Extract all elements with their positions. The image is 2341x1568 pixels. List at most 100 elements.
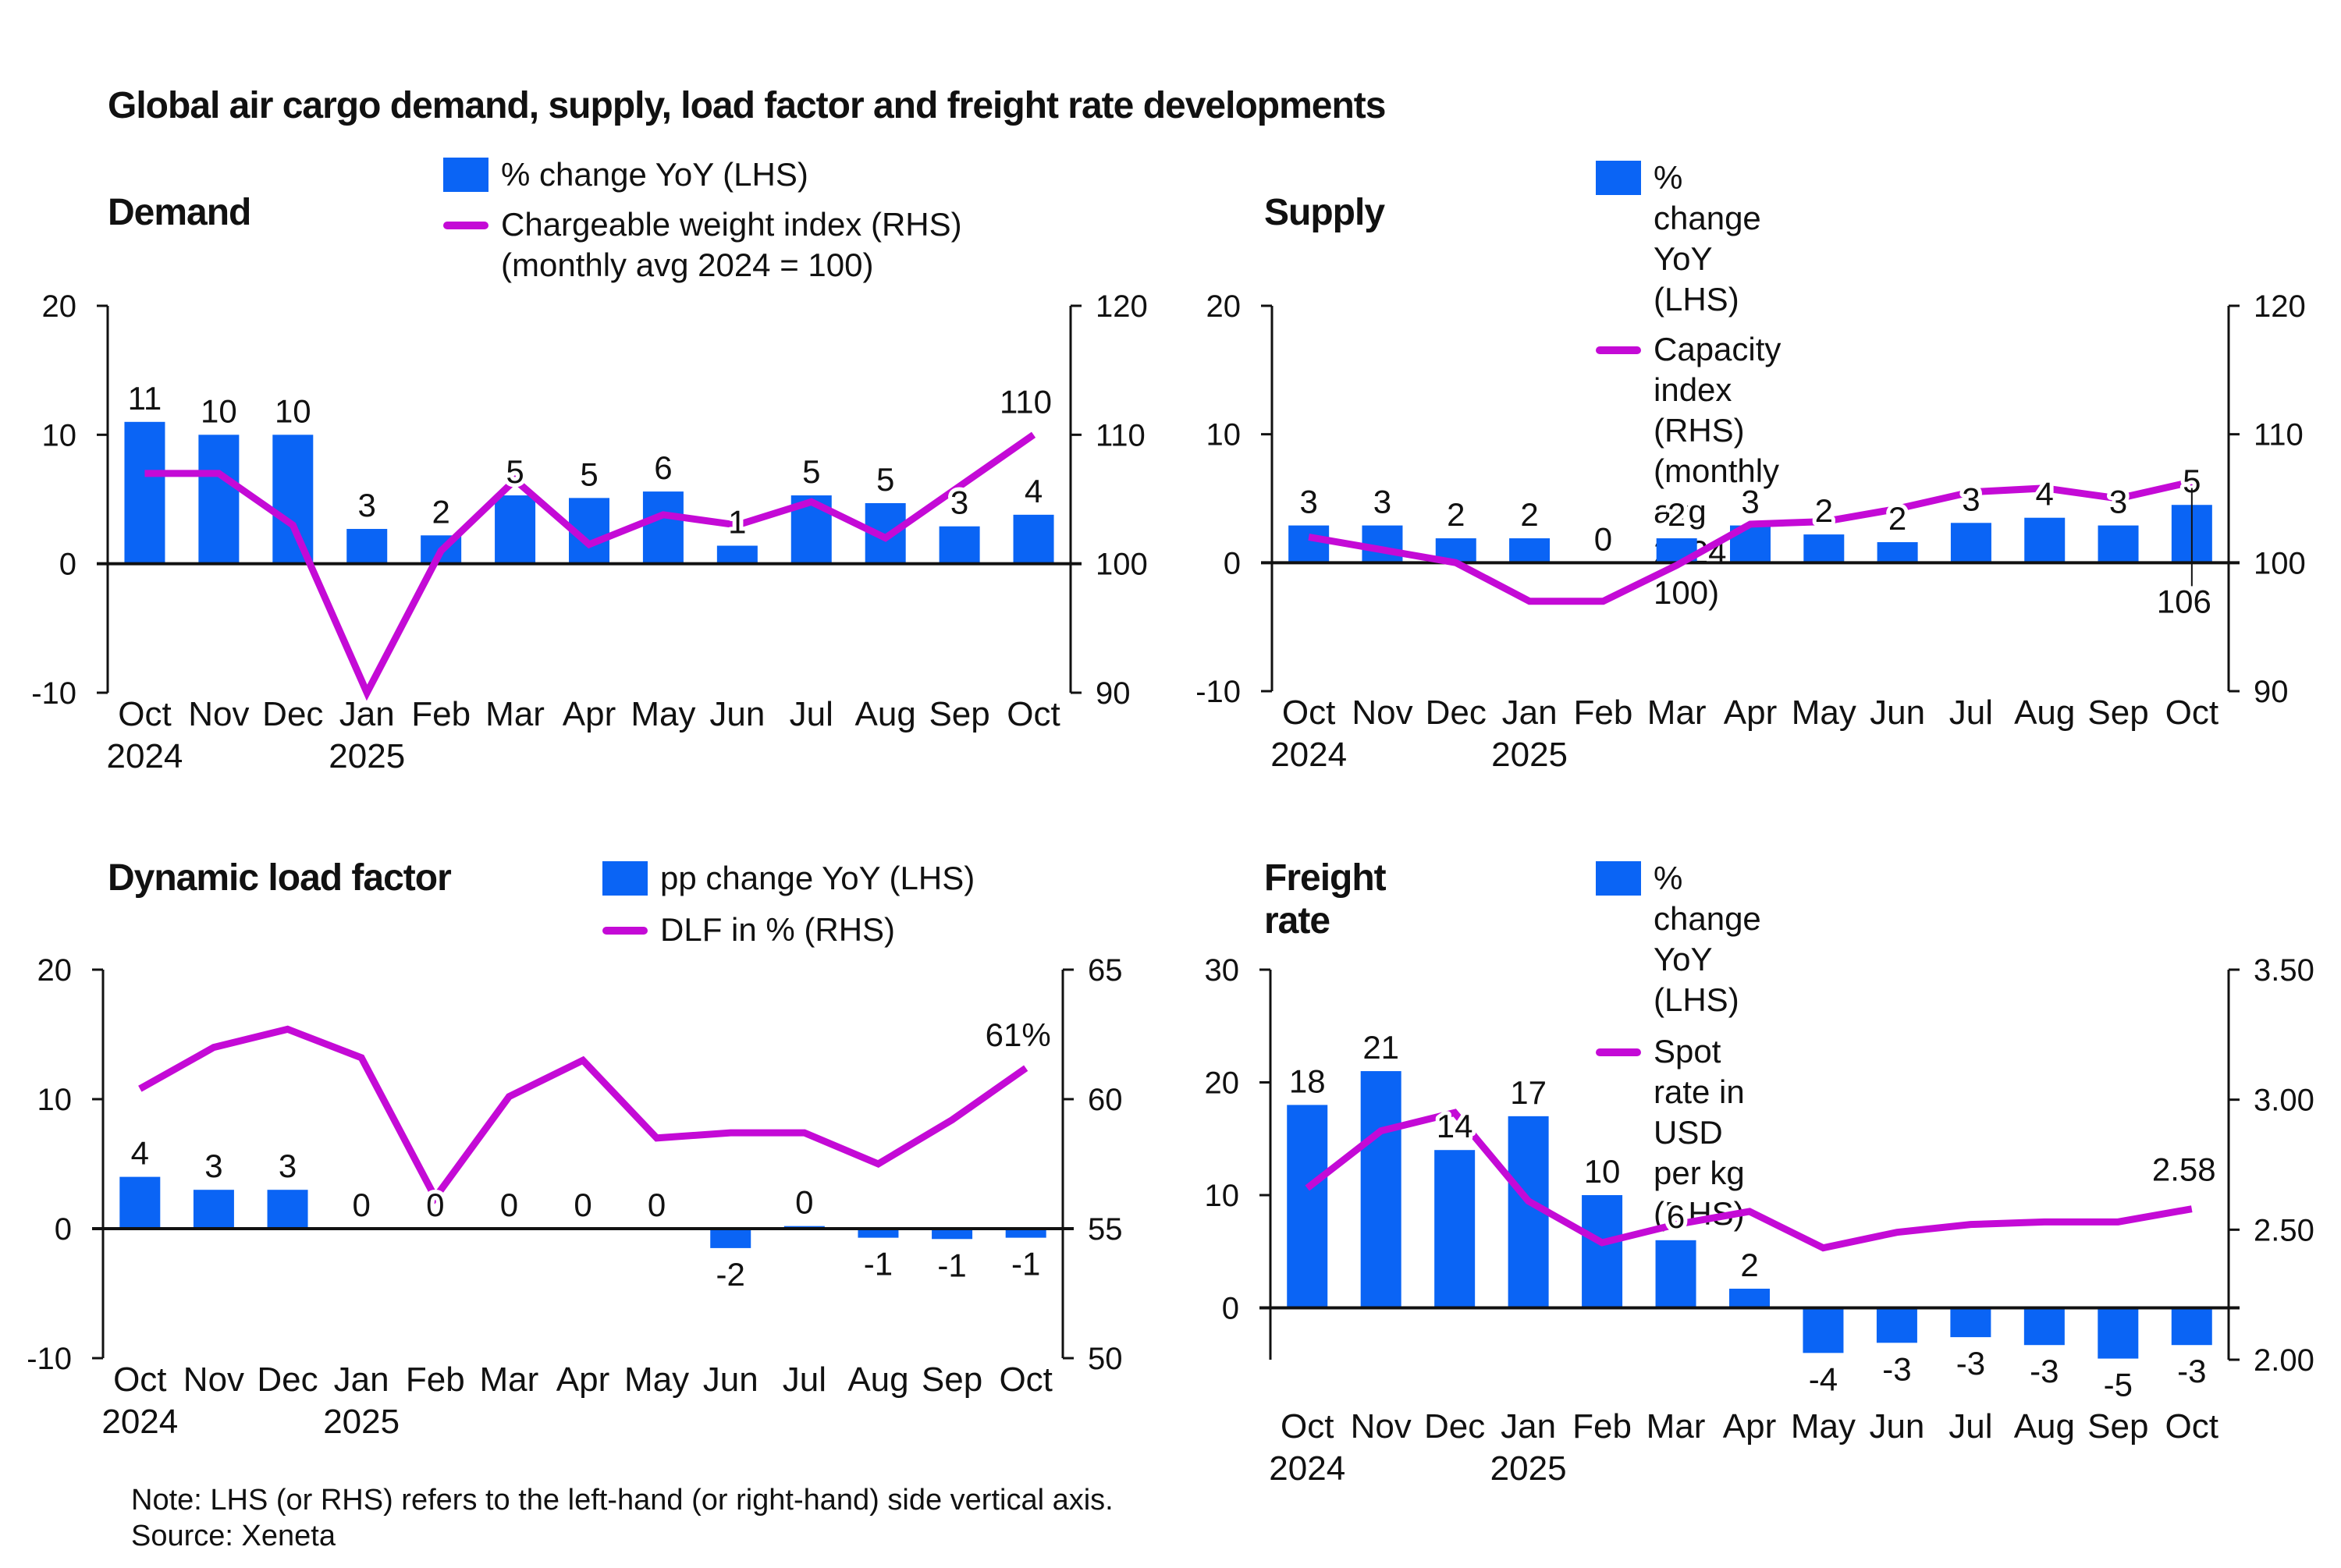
bar-label-8: -3	[1882, 1350, 1911, 1387]
line-end-label: 106	[2157, 583, 2211, 619]
bar-label-2: 3	[279, 1148, 297, 1184]
x-tick-label: Feb	[1572, 1407, 1632, 1446]
demand-chart: -10 0 10 20 90 100 110 120 11 10 10 3 2 5 5 6 1 5 5 3 4 110 Oc…	[31, 289, 1148, 775]
legend-item-line: DLF in % (RHS)	[602, 910, 975, 950]
left-tick-label: 0	[55, 1212, 72, 1247]
line-swatch-icon	[443, 222, 488, 229]
line-end-label: 2.58	[2152, 1151, 2216, 1188]
x-tick-label: Apr	[1724, 694, 1777, 732]
left-tick-label: -10	[1195, 675, 1241, 709]
year-label: 2024	[1270, 736, 1347, 774]
legend-item-bar: % change YoY (LHS)	[443, 154, 962, 195]
left-tick-label: 20	[42, 289, 77, 324]
x-tick-label: Jun	[1869, 1407, 1924, 1446]
bar-label-4: 2	[432, 493, 449, 530]
bar-label-11: -1	[937, 1247, 966, 1283]
bar-label-1: 21	[1362, 1029, 1399, 1066]
year-label: 2025	[1491, 736, 1568, 774]
bar-label-11: 3	[950, 484, 968, 521]
legend-item-line: Chargeable weight index (RHS) (monthly a…	[443, 204, 962, 286]
bar-12	[1013, 514, 1054, 564]
x-tick-label: Mar	[1647, 694, 1707, 732]
bar-label-9: 0	[795, 1184, 813, 1221]
bar-label-3: 2	[1520, 496, 1538, 533]
bar-label-1: 3	[204, 1148, 222, 1184]
bar-label-10: 5	[876, 461, 894, 498]
year-label: 2024	[107, 737, 183, 775]
x-tick-label: Oct	[1282, 694, 1335, 732]
bar-10	[2024, 517, 2066, 563]
bar-label-4: 0	[426, 1187, 444, 1223]
bar-10	[2023, 1307, 2065, 1346]
right-tick-label: 50	[1088, 1342, 1123, 1376]
bar-label-3: 3	[358, 487, 376, 523]
bar-label-6: 3	[1741, 484, 1759, 520]
bar-label-10: -1	[864, 1246, 893, 1282]
bar-12	[1005, 1229, 1046, 1238]
right-tick-label: 110	[2254, 418, 2304, 452]
bar-8	[1876, 1307, 1917, 1343]
x-tick-label: Jul	[1948, 1407, 1992, 1446]
bar-label-5: 5	[506, 453, 524, 490]
load-factor-chart: -10 0 10 20 50 55 60 65 4 3 3 0 0 0 0 0 -2 0 -1 -1 -1 61% Oct N…	[27, 953, 1123, 1441]
bar-label-7: 0	[648, 1187, 666, 1223]
x-tick-label: Jan	[1502, 694, 1558, 732]
bar-label-0: 18	[1289, 1062, 1326, 1099]
bar-1	[193, 1190, 234, 1229]
left-tick-label: 10	[42, 418, 77, 452]
x-tick-label: Dec	[262, 695, 323, 733]
x-tick-label: Dec	[257, 1360, 318, 1399]
right-tick-label: 100	[2254, 546, 2306, 580]
year-label: 2024	[101, 1403, 178, 1441]
bar-label-0: 3	[1299, 484, 1317, 520]
bar-swatch-icon	[602, 861, 648, 896]
bar-swatch-icon	[443, 158, 488, 192]
line-end-label: 110	[1000, 383, 1052, 420]
x-tick-label: May	[631, 695, 695, 733]
x-tick-label: Oct	[2165, 694, 2218, 732]
bar-label-11: -5	[2104, 1367, 2133, 1403]
bar-8	[716, 545, 758, 564]
bar-0	[119, 1176, 161, 1229]
left-tick-label: 20	[1205, 1066, 1240, 1101]
x-tick-label: Oct	[2165, 1407, 2218, 1446]
left-tick-label: 10	[1206, 418, 1242, 452]
left-tick-label: 0	[1224, 546, 1241, 580]
bar-label-5: 0	[500, 1187, 518, 1223]
x-tick-label: Mar	[479, 1360, 538, 1399]
x-tick-label: May	[1791, 1407, 1856, 1446]
note-text: Note: LHS (or RHS) refers to the left-ha…	[131, 1484, 1114, 1517]
left-tick-label: 10	[37, 1083, 73, 1117]
right-tick-label: 65	[1088, 953, 1123, 988]
x-tick-label: Mar	[1647, 1407, 1706, 1446]
bar-11	[2098, 1307, 2139, 1359]
x-tick-label: Jun	[1870, 694, 1925, 732]
x-tick-label: Sep	[2087, 694, 2148, 732]
right-tick-label: 90	[1096, 676, 1131, 711]
year-label: 2024	[1269, 1449, 1345, 1488]
bar-2	[272, 435, 314, 564]
bar-4	[1582, 1195, 1623, 1308]
bar-5	[495, 495, 536, 564]
load-factor-title: Dynamic load factor	[108, 857, 452, 899]
x-tick-label: Oct	[999, 1360, 1052, 1399]
x-tick-label: Jul	[1949, 694, 1993, 732]
legend-item-bar: pp change YoY (LHS)	[602, 858, 975, 899]
legend-label: % change YoY (LHS)	[1654, 159, 1761, 318]
bar-9	[1950, 523, 1991, 563]
bar-label-3: 17	[1510, 1074, 1547, 1111]
bar-label-10: 4	[2036, 476, 2054, 513]
x-tick-label: Aug	[2014, 694, 2075, 732]
freight-rate-title: Freight rate	[1264, 857, 1387, 942]
demand-title: Demand	[108, 192, 251, 233]
right-tick-label: 2.00	[2254, 1343, 2314, 1378]
right-tick-label: 90	[2254, 675, 2289, 709]
legend-item-bar: % change YoY (LHS)	[1596, 158, 1781, 320]
x-tick-label: Jan	[334, 1360, 389, 1399]
bar-label-0: 4	[131, 1135, 149, 1172]
bar-label-12: -3	[2177, 1353, 2206, 1389]
legend-label: DLF in % (RHS)	[660, 911, 896, 948]
freight-rate-panel: Freight rate % change YoY (LHS) Spot rat…	[0, 0, 2314, 1488]
line-end-label: 61%	[986, 1016, 1051, 1053]
bar-10	[858, 1229, 899, 1238]
